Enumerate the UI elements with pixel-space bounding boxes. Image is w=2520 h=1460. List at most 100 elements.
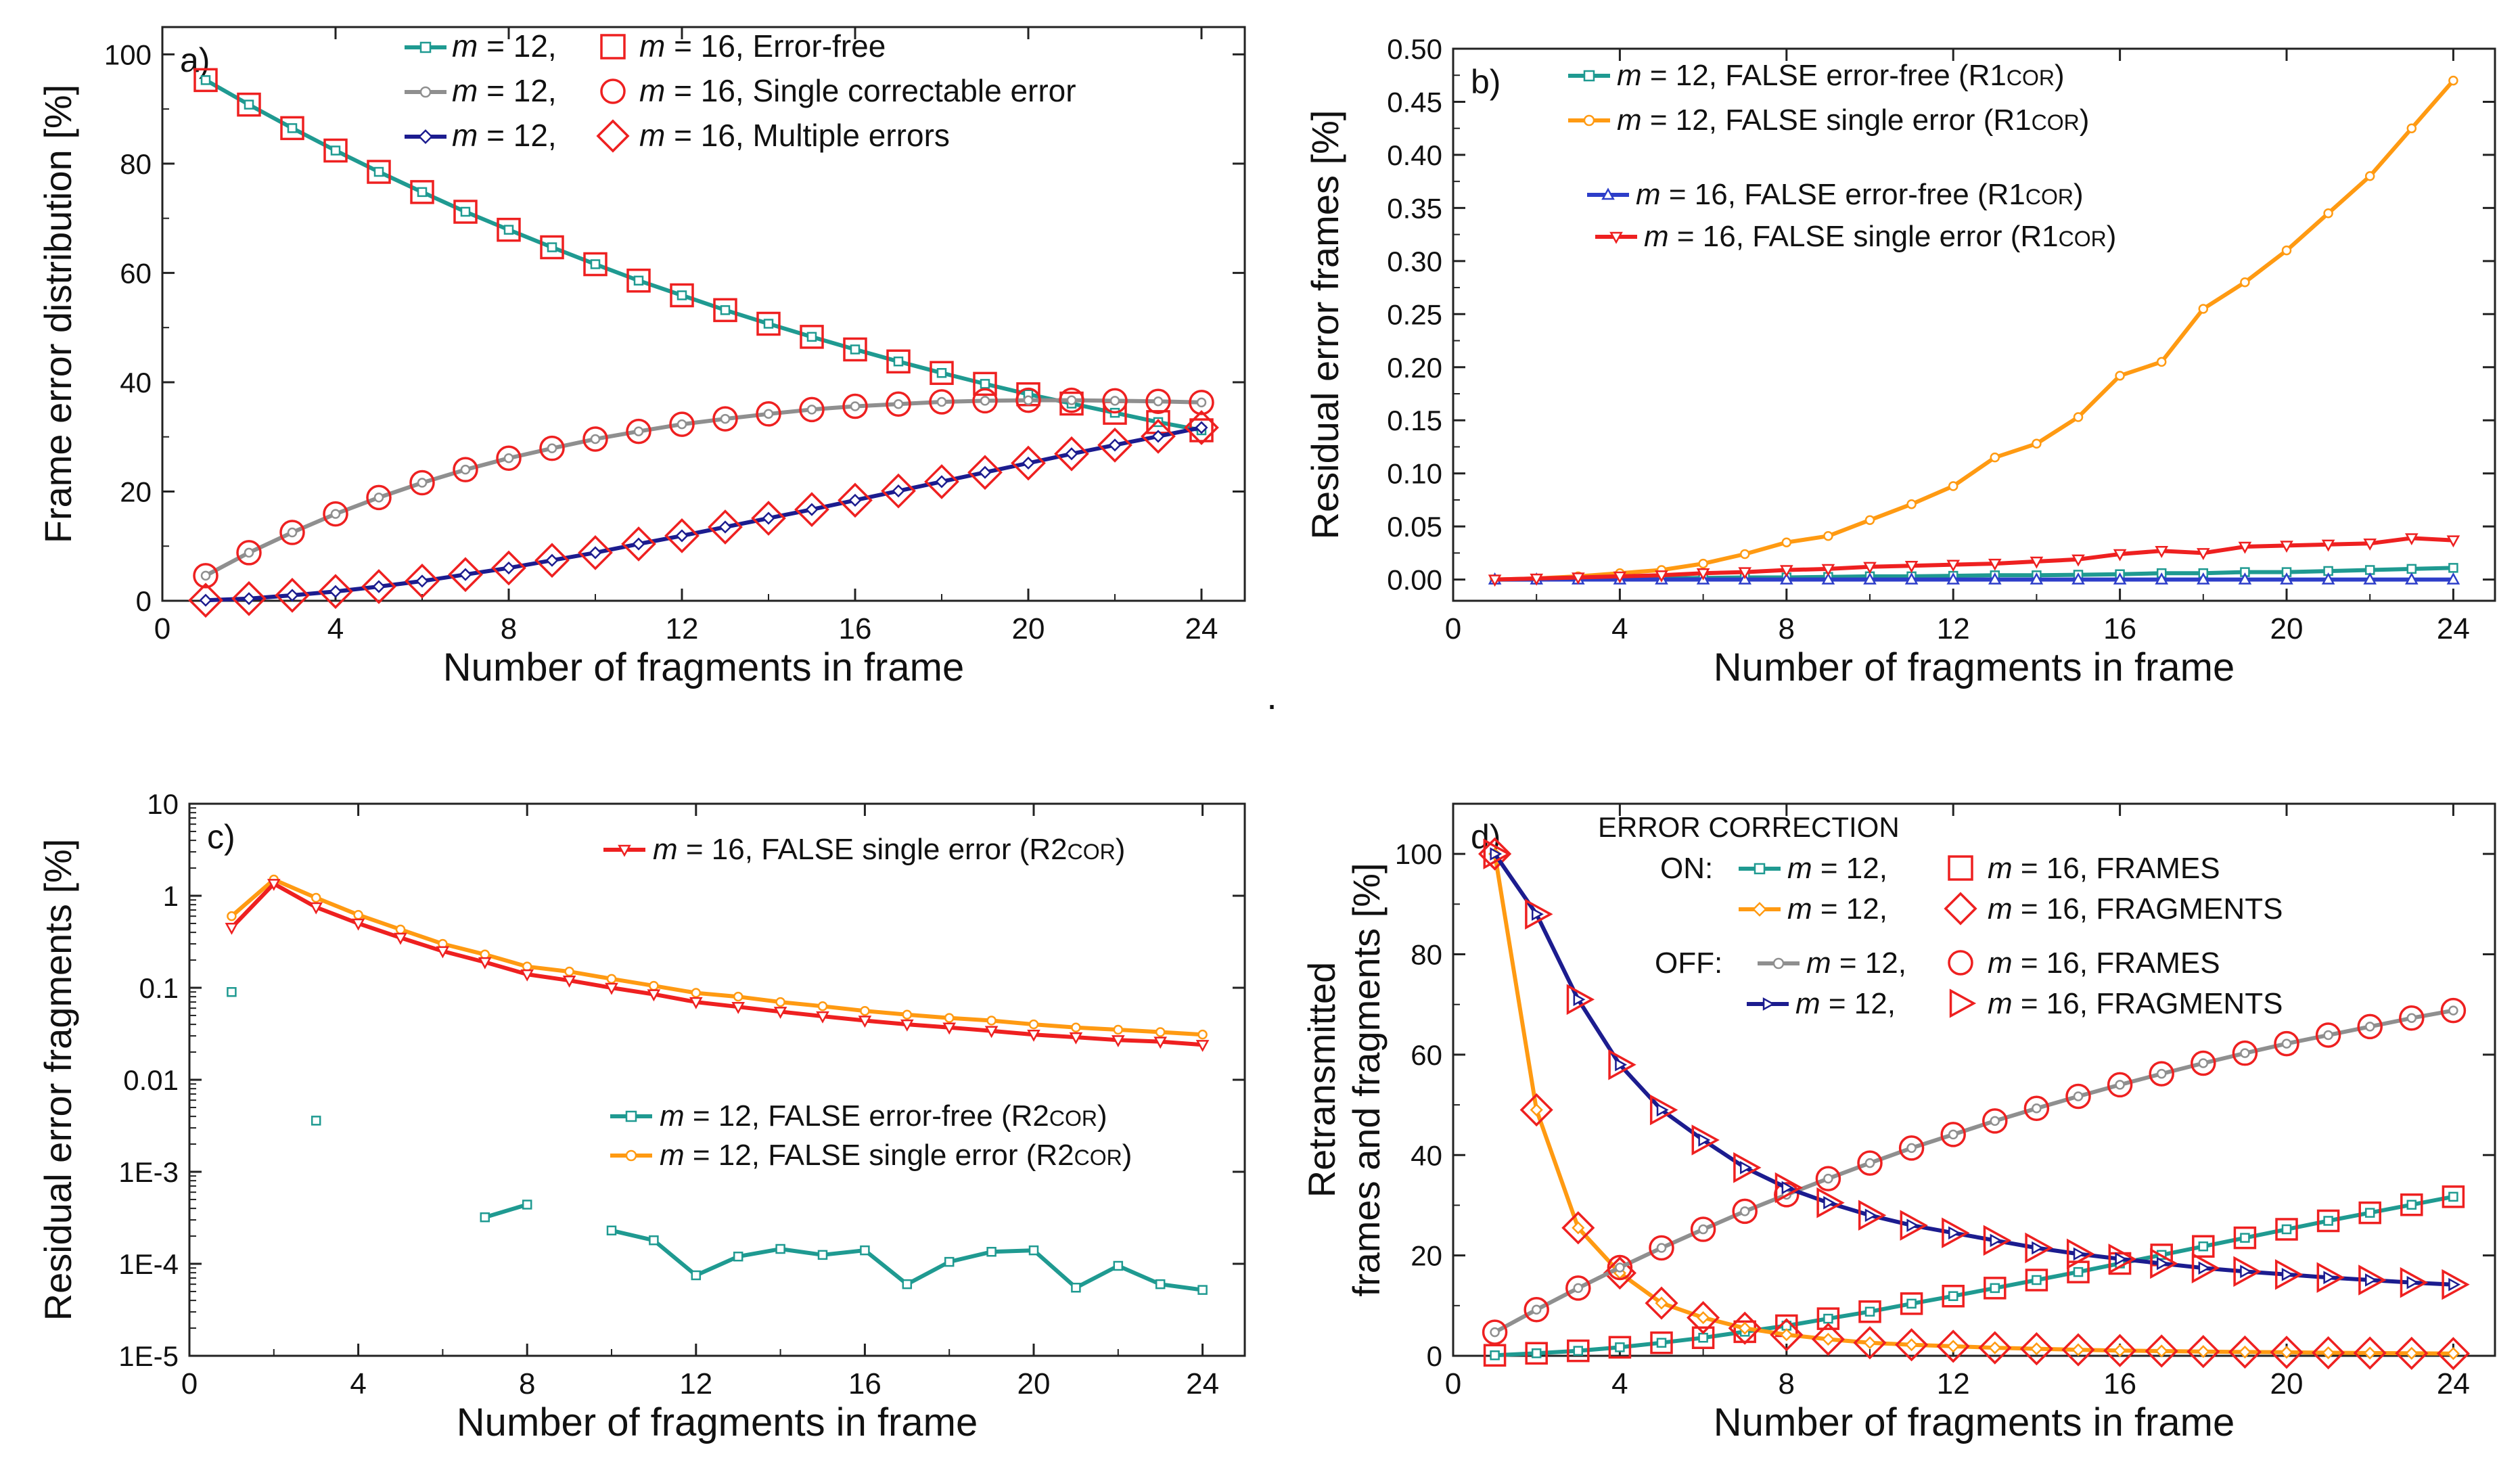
data-point xyxy=(1906,499,1917,509)
x-axis: 0 4 8 12 16 20 24 xyxy=(181,804,1219,1400)
series-line xyxy=(1494,536,2454,582)
y-axis: 0 20 40 60 80 100 xyxy=(1395,838,2495,1372)
data-point xyxy=(2113,549,2127,562)
data-point xyxy=(287,527,298,538)
x-tick-label: 0 xyxy=(181,1367,198,1400)
data-point xyxy=(453,457,478,482)
data-point xyxy=(372,580,386,593)
data-point xyxy=(902,1009,913,1020)
data-point xyxy=(366,484,392,511)
data-point xyxy=(805,503,819,516)
y-tick-label: 60 xyxy=(1411,1039,1442,1071)
y-axis-label: Frame error distribution [%] xyxy=(37,85,79,543)
data-point xyxy=(2196,572,2210,585)
data-point xyxy=(1988,558,2002,571)
data-point xyxy=(459,568,472,581)
data-point xyxy=(2186,1335,2220,1369)
data-point xyxy=(1770,1318,1804,1352)
data-point xyxy=(275,578,310,613)
data-point xyxy=(1946,560,1961,572)
data-point xyxy=(405,564,440,599)
data-point xyxy=(478,957,492,969)
data-point xyxy=(394,932,407,945)
data-point xyxy=(2446,1347,2460,1361)
data-point xyxy=(1613,571,1627,584)
series-m-12-multiple-errors xyxy=(199,421,1208,607)
data-point xyxy=(842,393,868,419)
plot-frame xyxy=(1452,802,2496,1357)
data-point xyxy=(691,1270,702,1281)
data-point xyxy=(1811,1322,1845,1356)
data-point xyxy=(2198,304,2209,314)
data-point xyxy=(2281,245,2292,256)
data-point xyxy=(1990,1283,2000,1294)
data-point xyxy=(1863,1336,1877,1350)
data-point xyxy=(1573,1346,1584,1356)
series-line xyxy=(204,78,1202,432)
series-line xyxy=(1494,79,2455,582)
data-point xyxy=(942,1022,957,1035)
data-point xyxy=(1655,570,1668,583)
legend-marker xyxy=(1752,902,1767,917)
data-point xyxy=(1733,1152,1762,1183)
data-point xyxy=(410,180,434,204)
data-point xyxy=(562,976,576,988)
data-point xyxy=(2280,1346,2293,1359)
data-point xyxy=(1942,1284,1965,1308)
data-point xyxy=(848,493,862,507)
data-point xyxy=(1649,1235,1674,1261)
x-tick-label: 8 xyxy=(519,1367,535,1400)
legend-marker xyxy=(1609,231,1623,244)
data-point xyxy=(1732,1198,1758,1225)
legend: m = 12, FALSE error-free (R1COR) m = 12, … xyxy=(1568,59,2116,253)
data-point xyxy=(1863,562,1877,574)
x-tick-label: 4 xyxy=(327,612,344,645)
data-point xyxy=(1774,1172,1804,1204)
legend-m16: m = 16, FRAGMENTS xyxy=(1988,892,2283,926)
data-point xyxy=(1071,1283,1081,1293)
data-point xyxy=(980,396,990,406)
data-point xyxy=(1988,572,2002,585)
y-tick-label: 40 xyxy=(120,367,152,398)
y-tick-label: 1E-3 xyxy=(118,1156,179,1188)
data-point xyxy=(1028,1019,1039,1030)
data-point xyxy=(2113,1344,2127,1357)
data-point xyxy=(2108,1244,2136,1275)
data-point xyxy=(1195,1040,1210,1052)
data-point xyxy=(763,409,774,419)
data-point xyxy=(2115,1252,2128,1266)
data-point xyxy=(936,367,947,378)
data-point xyxy=(1573,1283,1584,1294)
series-line xyxy=(484,1202,528,1220)
data-point xyxy=(2404,572,2419,585)
data-point xyxy=(2323,1030,2333,1041)
data-point xyxy=(373,493,384,503)
data-point xyxy=(1189,390,1214,415)
data-point xyxy=(1488,574,1502,587)
x-tick-label: 4 xyxy=(1611,612,1628,645)
data-point xyxy=(2240,277,2250,288)
data-point xyxy=(2197,1345,2210,1359)
data-point xyxy=(1696,568,1710,580)
data-point xyxy=(2406,1013,2417,1024)
data-point xyxy=(756,311,781,336)
data-point xyxy=(2274,1030,2299,1057)
y-tick-label: 80 xyxy=(1411,939,1442,971)
panel-label: c) xyxy=(207,818,235,856)
data-point xyxy=(547,242,557,252)
data-point xyxy=(2240,1233,2250,1243)
data-point xyxy=(763,319,774,329)
data-point xyxy=(1940,1122,1966,1147)
panel-label: b) xyxy=(1471,63,1500,101)
data-point xyxy=(2030,572,2044,585)
x-axis: 0 4 8 12 16 20 24 xyxy=(154,27,1218,645)
data-point xyxy=(2448,75,2458,86)
series-on-m-12-frames xyxy=(1490,1191,2458,1361)
data-point xyxy=(448,557,483,593)
data-point xyxy=(582,426,608,452)
data-point xyxy=(2321,572,2335,585)
series-off-m-12-fragments xyxy=(1490,847,2461,1292)
data-point xyxy=(1898,1135,1925,1161)
y-axis-label: Residual error fragments [%] xyxy=(37,839,79,1321)
data-point xyxy=(1565,1275,1591,1301)
